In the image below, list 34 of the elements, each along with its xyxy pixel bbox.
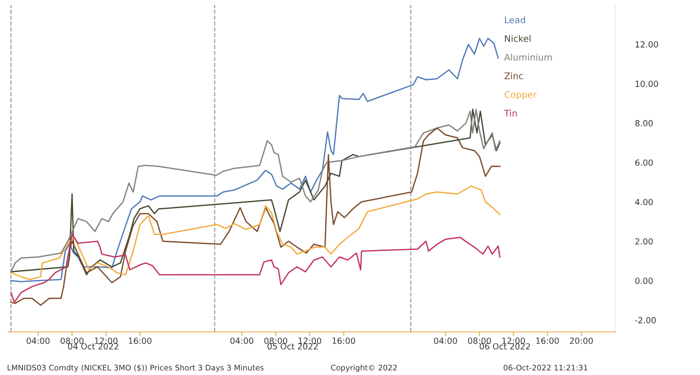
text: Aluminium (504, 54, 552, 61)
x-tick-label: 04:00 (26, 338, 50, 344)
y-tick-label: 4.00 (635, 198, 653, 206)
y-tick-label: 6.00 (635, 159, 653, 166)
text: Tin (504, 110, 517, 116)
x-tick-label: 16:00 (536, 338, 559, 344)
x-tick-label: 04:00 (230, 338, 254, 344)
x2-tick-label: 04 Oct 2022 (68, 343, 118, 350)
y-tick-label: 10.00 (636, 80, 658, 87)
line-series (10, 185, 500, 280)
x2-tick-label: 05 Oct 2022 (268, 343, 318, 350)
text: Copper (504, 91, 537, 100)
x-tick-label: 12:00 (94, 338, 118, 344)
x-tick-label: 12:00 (502, 338, 525, 344)
y-tick-label: 8.00 (635, 120, 653, 126)
y-tick-label: 12.00 (636, 41, 658, 48)
x-tick-label: 16:00 (332, 338, 356, 344)
text: Nickel (504, 34, 530, 42)
x-tick-label: 08:00 (468, 338, 491, 344)
y-tick-label: -2.00 (635, 317, 656, 324)
y-tick-label: 0.00 (635, 278, 653, 284)
text: Zinc (504, 72, 523, 80)
x-tick-label: 08:00 (60, 338, 84, 344)
x-tick-label: 04:00 (434, 338, 457, 344)
line-series (10, 38, 499, 282)
x-tick-label: 16:00 (128, 338, 152, 344)
x-tick-label: 20:00 (570, 338, 593, 344)
line-series (10, 127, 500, 306)
line-series (10, 234, 500, 303)
x-tick-label: 08:00 (264, 338, 288, 344)
x-tick-label: 12:00 (298, 338, 322, 344)
x2-tick-label: 06 Oct 2022 (480, 343, 530, 350)
y-tick-label: 2.00 (635, 238, 653, 245)
text: Lead (504, 16, 525, 24)
